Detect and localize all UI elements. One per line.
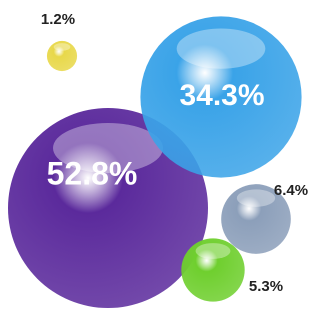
data-label: 1.2% <box>41 11 75 28</box>
bubble-highlight <box>177 28 266 68</box>
bubble-highlight <box>237 189 275 206</box>
data-label: 52.8% <box>47 155 138 191</box>
bubble-highlight <box>196 243 231 259</box>
bubble-highlight <box>54 43 71 51</box>
data-label: 34.3% <box>179 79 264 112</box>
chart: 52.8% 34.3% 6.4% 5.3% 1.2% <box>0 0 316 315</box>
data-label: 5.3% <box>249 278 283 295</box>
data-label: 6.4% <box>274 182 308 199</box>
